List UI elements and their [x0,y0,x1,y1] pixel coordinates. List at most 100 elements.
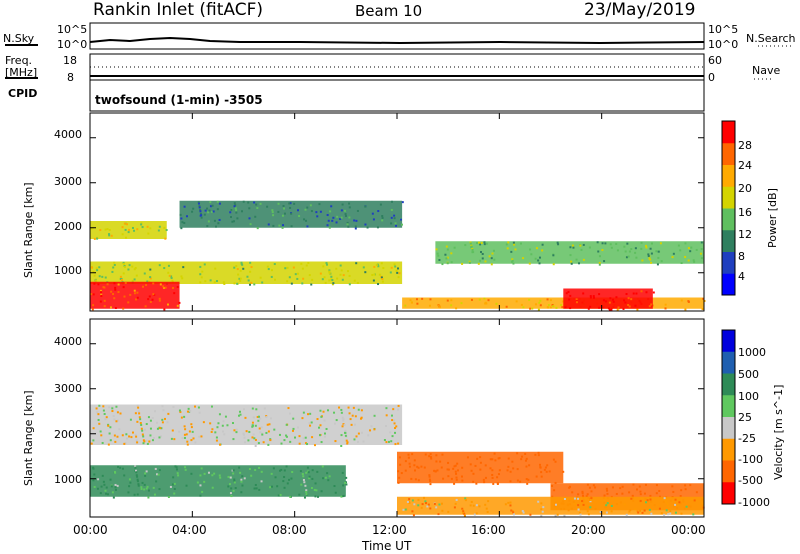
power-cell [234,207,237,210]
power-cell [292,266,295,269]
power-cell [135,298,138,301]
power-cell [267,268,270,271]
velocity-cell [97,418,100,421]
power-cell [124,228,127,231]
velocity-cell [282,480,285,483]
velocity-cell [680,489,683,492]
velocity-cell [183,433,186,436]
velocity-cell [235,428,238,431]
power-cell [270,269,273,272]
power-colorbar-segment [722,208,735,231]
velocity-cell [169,485,172,488]
power-cell [199,265,202,268]
velocity-cell [619,487,622,490]
velocity-cell [690,498,693,501]
velocity-cell [260,480,263,483]
power-cell [348,283,351,286]
power-cell [470,298,473,301]
power-cell [173,292,176,295]
beam-label: Beam 10 [355,2,423,20]
power-cell [131,279,134,282]
power-cell [330,205,333,208]
velocity-cell [603,494,606,497]
power-cell [141,226,144,229]
velocity-cell [404,508,407,511]
velocity-cell [311,477,314,480]
power-cell [163,308,166,311]
velocity-cell [280,442,283,445]
velocity-cell [149,427,152,430]
velocity-cell [170,437,173,440]
velocity-cell [290,477,293,480]
power-cell [549,299,552,302]
power-cell [180,217,183,220]
power-cell [529,248,532,251]
velocity-cell [251,421,254,424]
velocity-cell [507,465,510,468]
power-cell [630,248,633,251]
velocity-cell [526,482,529,485]
power-cell [198,206,201,209]
velocity-cell [157,473,160,476]
velocity-cell [137,410,140,413]
power-cell [197,201,200,204]
freq-label: Freq. [5,54,33,67]
power-cell [647,253,650,256]
power-cell [575,298,578,301]
power-cell [235,211,238,214]
power-cell [249,261,252,264]
power-cell [248,217,251,220]
velocity-cell [435,460,438,463]
power-cell [371,273,374,276]
velocity-cell [473,513,476,516]
velocity-cell [240,491,243,494]
velocity-cell [404,460,407,463]
velocity-cell [334,491,337,494]
power-cell [347,270,350,273]
velocity-cell [194,405,197,408]
velocity-cell [447,461,450,464]
power-cell [647,255,650,258]
velocity-cell [166,421,169,424]
velocity-cell [141,481,144,484]
velocity-cell [424,500,427,503]
velocity-cell [453,465,456,468]
power-cell [603,260,606,263]
velocity-cell [300,483,303,486]
power-cell [702,297,705,300]
velocity-cell [248,430,251,433]
power-cell [615,242,618,245]
power-cell [640,241,643,244]
velocity-cell [392,408,395,411]
velocity-cell [342,484,345,487]
velocity-cell [145,423,148,426]
velocity-cell [278,433,281,436]
velocity-cell [183,436,186,439]
vel-tick-25: 25 [738,411,752,424]
power-cell [301,282,304,285]
velocity-cell [302,411,305,414]
power-cell [144,305,147,308]
velocity-cell [679,495,682,498]
velocity-cell [684,484,687,487]
power-cell [233,202,236,205]
velocity-cell [607,504,610,507]
velocity-cell [470,500,473,503]
power-cell [310,210,313,213]
velocity-cell [423,496,426,499]
velocity-cell [283,486,286,489]
velocity-cell [456,462,459,465]
velocity-cell [101,474,104,477]
power-cell [624,301,627,304]
power-cell [341,203,344,206]
power-cell [296,277,299,280]
velocity-cell [228,483,231,486]
power-cell [483,297,486,300]
power-region-3 [90,281,180,309]
velocity-cell [327,479,330,482]
power-cell [648,305,651,308]
velocity-cell [545,470,548,473]
velocity-cell [354,415,357,418]
velocity-cell [576,506,579,509]
power-cell [520,303,523,306]
